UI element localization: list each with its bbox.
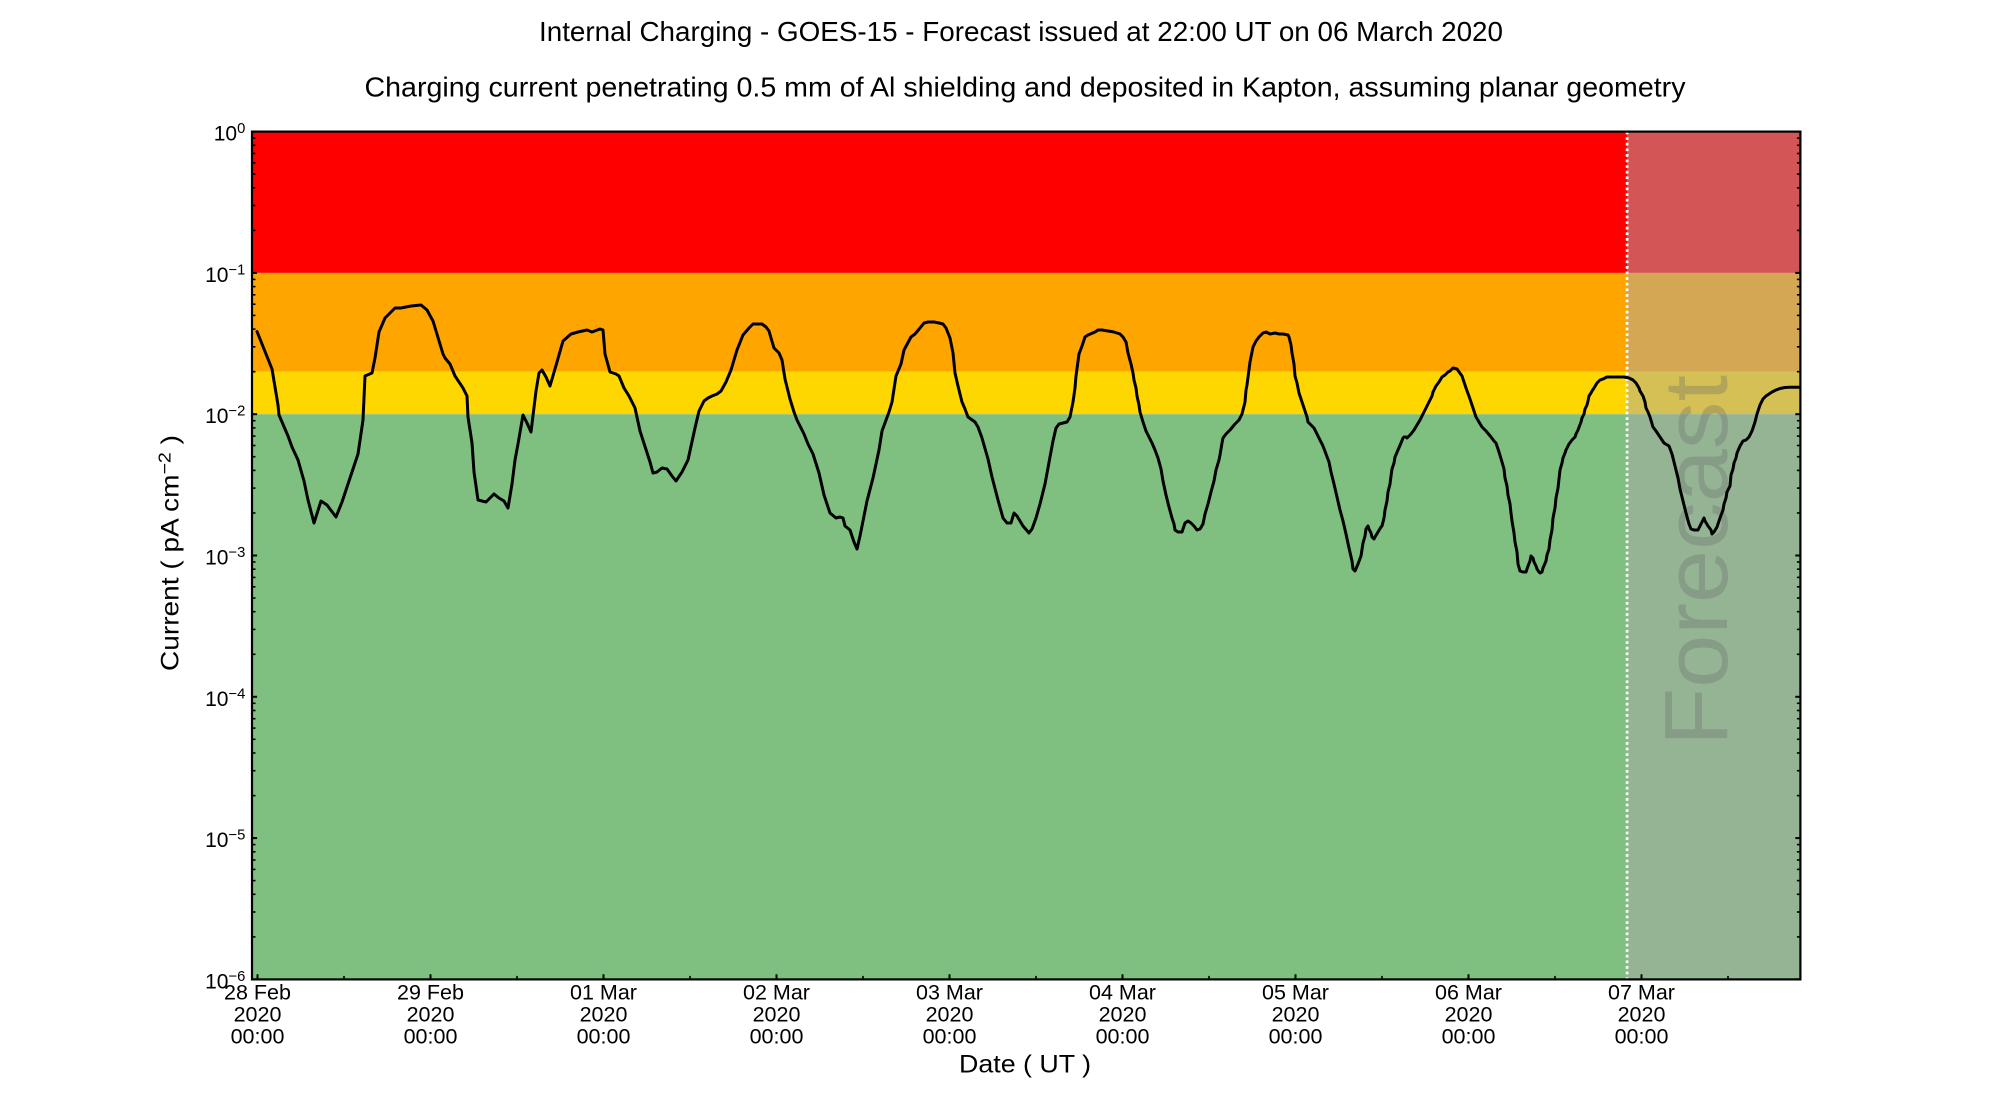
svg-text:2020: 2020	[1272, 1003, 1320, 1027]
svg-text:28 Feb: 28 Feb	[224, 981, 291, 1005]
svg-text:2020: 2020	[1618, 1003, 1666, 1027]
svg-text:02 Mar: 02 Mar	[743, 981, 810, 1005]
svg-text:2020: 2020	[1099, 1003, 1147, 1027]
svg-text:00:00: 00:00	[1096, 1025, 1150, 1049]
svg-text:00:00: 00:00	[1269, 1025, 1323, 1049]
svg-text:2020: 2020	[580, 1003, 628, 1027]
svg-text:Charging current penetrating 0: Charging current penetrating 0.5 mm of A…	[365, 72, 1686, 103]
svg-text:00:00: 00:00	[1442, 1025, 1496, 1049]
svg-text:06 Mar: 06 Mar	[1435, 981, 1502, 1005]
svg-text:Internal Charging - GOES-15 -: Internal Charging - GOES-15 - Forecast i…	[539, 16, 1503, 47]
svg-text:03 Mar: 03 Mar	[916, 981, 983, 1005]
svg-text:2020: 2020	[753, 1003, 801, 1027]
svg-text:2020: 2020	[1445, 1003, 1493, 1027]
svg-text:00:00: 00:00	[577, 1025, 631, 1049]
svg-text:2020: 2020	[407, 1003, 455, 1027]
svg-text:04 Mar: 04 Mar	[1089, 981, 1156, 1005]
svg-text:00:00: 00:00	[923, 1025, 977, 1049]
svg-text:00:00: 00:00	[231, 1025, 285, 1049]
svg-text:2020: 2020	[926, 1003, 974, 1027]
svg-text:00:00: 00:00	[750, 1025, 804, 1049]
svg-text:07 Mar: 07 Mar	[1608, 981, 1675, 1005]
svg-text:29 Feb: 29 Feb	[397, 981, 464, 1005]
svg-text:Date ( UT ): Date ( UT )	[959, 1051, 1091, 1079]
svg-text:01 Mar: 01 Mar	[570, 981, 637, 1005]
svg-text:Forecast: Forecast	[1647, 375, 1747, 746]
svg-text:00:00: 00:00	[404, 1025, 458, 1049]
svg-text:2020: 2020	[234, 1003, 282, 1027]
svg-text:05 Mar: 05 Mar	[1262, 981, 1329, 1005]
svg-text:00:00: 00:00	[1615, 1025, 1669, 1049]
